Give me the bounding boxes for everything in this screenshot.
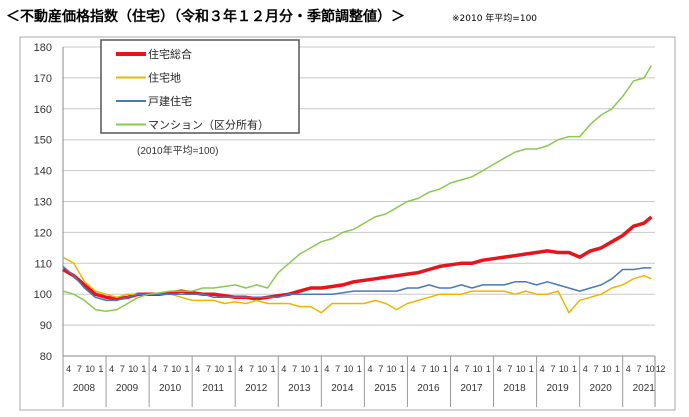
y-tick-label: 110 [34, 258, 52, 270]
month-tick-label: 1 [572, 364, 577, 374]
month-tick-label: 7 [637, 364, 642, 374]
month-tick-label: 1 [141, 364, 146, 374]
year-label: 2012 [245, 383, 268, 394]
y-tick-label: 160 [34, 104, 52, 116]
year-label: 2010 [159, 383, 182, 394]
y-tick-label: 180 [34, 42, 52, 54]
month-tick-label: 7 [249, 364, 254, 374]
year-label: 2015 [374, 383, 397, 394]
year-label: 2021 [633, 383, 656, 394]
month-tick-label: 4 [109, 364, 114, 374]
month-tick-label: 10 [128, 364, 138, 374]
month-tick-label: 4 [367, 364, 372, 374]
year-label: 2020 [590, 383, 613, 394]
month-tick-label: 10 [85, 364, 95, 374]
month-tick-label: 1 [486, 364, 491, 374]
year-label: 2017 [460, 383, 483, 394]
month-tick-label: 10 [602, 364, 612, 374]
month-tick-label: 10 [258, 364, 268, 374]
month-tick-label: 1 [98, 364, 103, 374]
legend-label: 住宅地 [148, 71, 181, 85]
month-tick-label: 1 [271, 364, 276, 374]
month-tick-label: 7 [550, 364, 555, 374]
month-tick-label: 1 [228, 364, 233, 374]
chart-subtitle: (2010年平均=100) [137, 144, 218, 157]
month-tick-label: 4 [238, 364, 243, 374]
month-tick-label: 7 [335, 364, 340, 374]
month-tick-label: 7 [507, 364, 512, 374]
month-tick-label: 10 [214, 364, 224, 374]
year-label: 2008 [73, 383, 96, 394]
month-tick-label: 1 [314, 364, 319, 374]
month-tick-label: 1 [529, 364, 534, 374]
month-tick-label: 7 [163, 364, 168, 374]
month-tick-label: 4 [540, 364, 545, 374]
y-tick-label: 150 [34, 135, 52, 147]
month-tick-label: 7 [292, 364, 297, 374]
month-tick-label: 1 [615, 364, 620, 374]
legend-label: 戸建住宅 [148, 94, 192, 108]
month-tick-label: 7 [464, 364, 469, 374]
series-line-2 [62, 265, 652, 302]
series-line-3 [62, 65, 653, 312]
y-tick-label: 170 [34, 73, 52, 85]
month-tick-label: 7 [77, 364, 82, 374]
month-tick-label: 4 [411, 364, 416, 374]
chart-frame [19, 36, 676, 411]
legend-label: 住宅総合 [148, 47, 192, 61]
month-tick-label: 4 [66, 364, 71, 374]
month-tick-label: 10 [516, 364, 526, 374]
month-tick-label: 10 [344, 364, 354, 374]
year-label: 2019 [546, 383, 569, 394]
year-label: 2014 [331, 383, 354, 394]
legend-label: マンション（区分所有） [148, 118, 269, 132]
year-label: 2011 [202, 383, 224, 394]
y-tick-label: 90 [40, 320, 52, 332]
month-tick-label: 1 [184, 364, 189, 374]
month-tick-label: 10 [645, 364, 655, 374]
y-tick-label: 130 [34, 197, 52, 209]
series-line-1 [62, 256, 652, 314]
y-tick-label: 120 [34, 227, 52, 239]
year-label: 2016 [417, 383, 440, 394]
month-tick-label: 4 [583, 364, 588, 374]
month-tick-label: 1 [357, 364, 362, 374]
month-tick-label: 10 [387, 364, 397, 374]
month-tick-label: 4 [281, 364, 286, 374]
month-tick-label: 1 [400, 364, 405, 374]
page-title: ＜不動産価格指数（住宅）（令和３年１２月分・季節調整値）＞ [6, 9, 405, 25]
year-label: 2009 [116, 383, 139, 394]
month-tick-label: 1 [443, 364, 448, 374]
month-tick-label: 7 [593, 364, 598, 374]
month-tick-label: 4 [454, 364, 459, 374]
month-tick-label: 4 [152, 364, 157, 374]
month-tick-label: 10 [473, 364, 483, 374]
month-tick-label: 12 [656, 364, 666, 374]
month-tick-label: 10 [430, 364, 440, 374]
month-tick-label: 7 [206, 364, 211, 374]
month-tick-label: 10 [559, 364, 569, 374]
month-tick-label: 4 [195, 364, 200, 374]
year-label: 2013 [288, 383, 311, 394]
month-tick-label: 4 [626, 364, 631, 374]
y-tick-label: 80 [40, 351, 52, 363]
month-tick-label: 7 [421, 364, 426, 374]
month-tick-label: 7 [378, 364, 383, 374]
month-tick-label: 7 [120, 364, 125, 374]
month-tick-label: 4 [324, 364, 329, 374]
month-tick-label: 10 [171, 364, 181, 374]
year-label: 2018 [503, 383, 526, 394]
base-year-note: ※2010 年平均=100 [452, 14, 538, 24]
month-tick-label: 10 [301, 364, 311, 374]
month-tick-label: 4 [497, 364, 502, 374]
y-tick-label: 140 [34, 166, 52, 178]
y-tick-label: 100 [34, 289, 52, 301]
